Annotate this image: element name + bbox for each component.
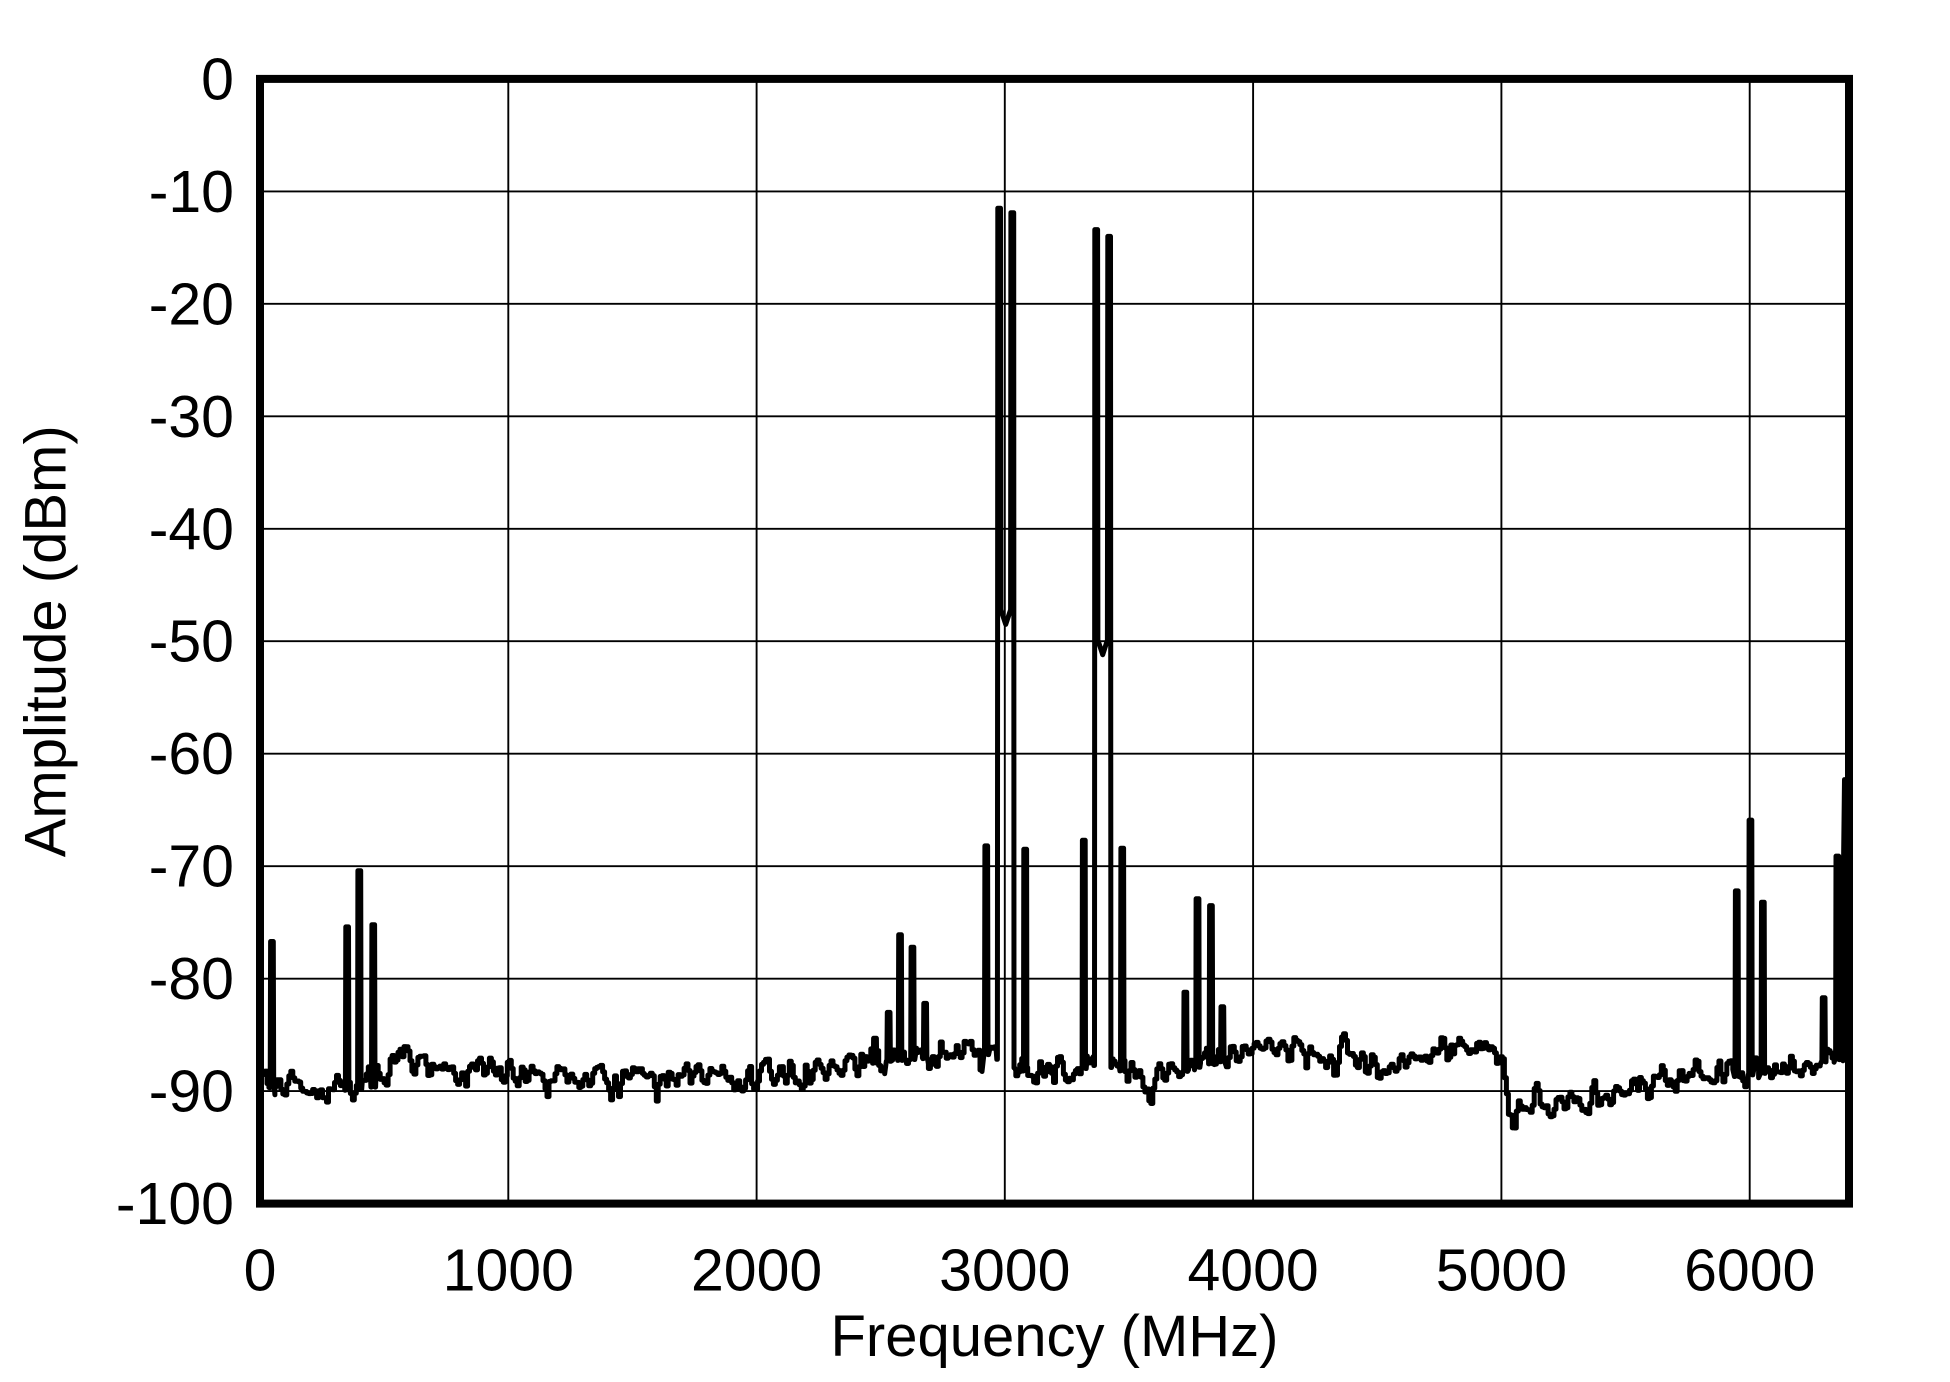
svg-text:-70: -70 — [149, 834, 234, 900]
svg-text:-60: -60 — [149, 721, 234, 787]
svg-text:-10: -10 — [149, 159, 234, 225]
svg-text:4000: 4000 — [1187, 1238, 1318, 1304]
svg-text:Frequency (MHz): Frequency (MHz) — [831, 1304, 1279, 1369]
svg-text:-30: -30 — [149, 384, 234, 450]
svg-text:-50: -50 — [149, 609, 234, 675]
svg-text:2000: 2000 — [691, 1238, 822, 1304]
svg-text:Amplitude (dBm): Amplitude (dBm) — [13, 425, 78, 857]
svg-text:-20: -20 — [149, 271, 234, 337]
svg-text:5000: 5000 — [1436, 1238, 1567, 1304]
svg-text:-80: -80 — [149, 946, 234, 1012]
svg-text:-100: -100 — [116, 1171, 234, 1237]
svg-text:-40: -40 — [149, 496, 234, 562]
svg-text:0: 0 — [201, 46, 234, 112]
svg-text:0: 0 — [244, 1238, 277, 1304]
svg-text:1000: 1000 — [443, 1238, 574, 1304]
svg-text:6000: 6000 — [1684, 1238, 1815, 1304]
svg-text:-90: -90 — [149, 1059, 234, 1125]
svg-text:3000: 3000 — [939, 1238, 1070, 1304]
